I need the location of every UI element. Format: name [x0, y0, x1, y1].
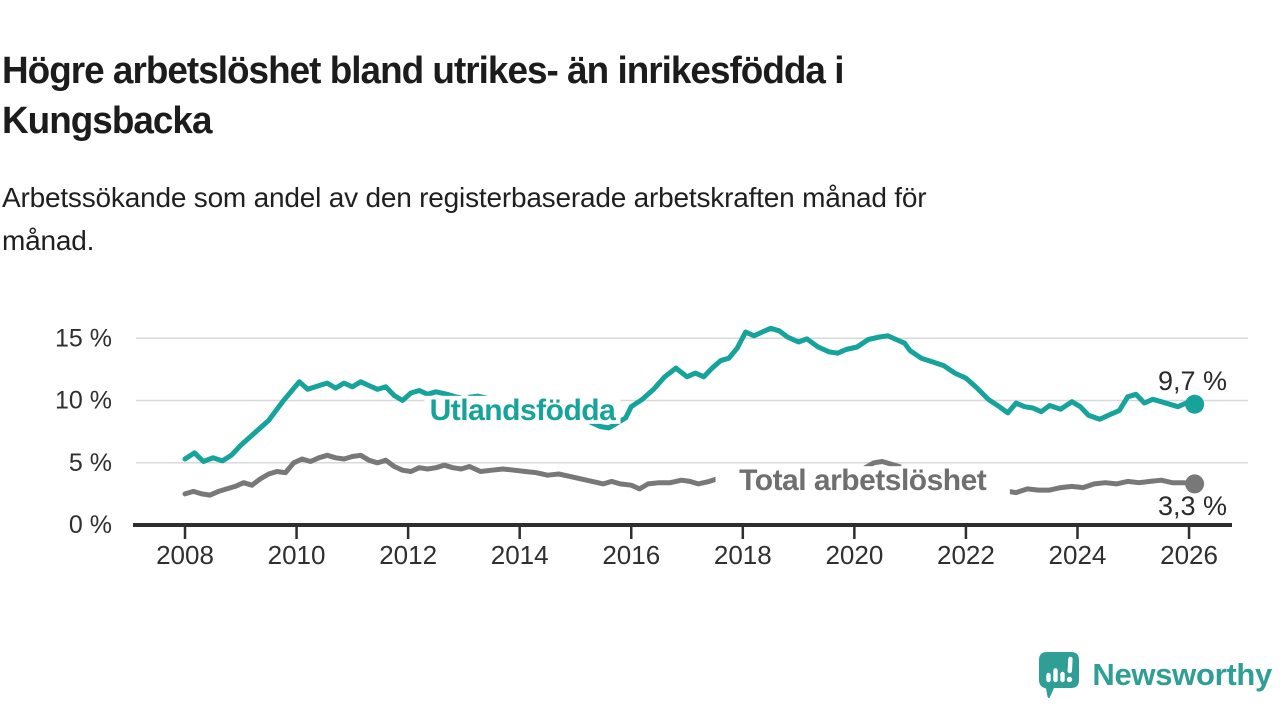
x-tick-label-2022: 2022: [937, 540, 995, 570]
chart-title-line2: Kungsbacka: [2, 100, 212, 143]
bar-chart-exclamation-bubble-icon: [1039, 652, 1080, 699]
x-tick-label-2024: 2024: [1049, 540, 1107, 570]
x-tick-label-2012: 2012: [379, 540, 437, 570]
y-tick-label-15: 15 %: [55, 324, 112, 352]
series-end-dot-1: [1185, 474, 1205, 494]
y-tick-label-0: 0 %: [69, 511, 112, 539]
y-tick-label-10: 10 %: [55, 387, 112, 415]
series-line-0: [182, 325, 1198, 464]
series-end-label-0: 9,7 %: [1158, 366, 1227, 396]
chart-subtitle-line1: Arbetssökande som andel av den registerb…: [2, 182, 927, 213]
x-tick-label-2026: 2026: [1160, 540, 1218, 570]
series-line-1: [182, 452, 1198, 498]
x-tick-label-2016: 2016: [602, 540, 660, 570]
series-end-dot-0: [1185, 394, 1205, 414]
newsworthy-brand: Newsworthy: [1037, 650, 1272, 700]
chart-subtitle-line2: månad.: [2, 225, 95, 256]
logo-bars: [1046, 656, 1073, 683]
logo-exclamation-dot: [1067, 676, 1073, 683]
x-tick-label-2020: 2020: [825, 540, 883, 570]
series-label-mask-0: [424, 395, 621, 424]
series-end-label-1: 3,3 %: [1158, 491, 1227, 521]
chart-title: Högre arbetslöshet bland utrikes- än inr…: [2, 46, 844, 146]
x-tick-label-2014: 2014: [491, 540, 549, 570]
logo-bubble-shape: [1039, 652, 1080, 699]
x-tick-label-2010: 2010: [268, 540, 326, 570]
y-tick-label-5: 5 %: [69, 449, 112, 477]
chart-subtitle: Arbetssökande som andel av den registerb…: [2, 176, 927, 262]
chart-title-line1: Högre arbetslöshet bland utrikes- än inr…: [2, 50, 844, 93]
series-line-label-0: Utlandsfödda: [430, 394, 616, 427]
brand-name: Newsworthy: [1092, 657, 1272, 692]
series-label-mask-1: [715, 466, 1010, 495]
series-line-label-1: Total arbetslöshet: [739, 464, 987, 497]
x-tick-label-2018: 2018: [714, 540, 772, 570]
x-tick-label-2008: 2008: [156, 540, 214, 570]
